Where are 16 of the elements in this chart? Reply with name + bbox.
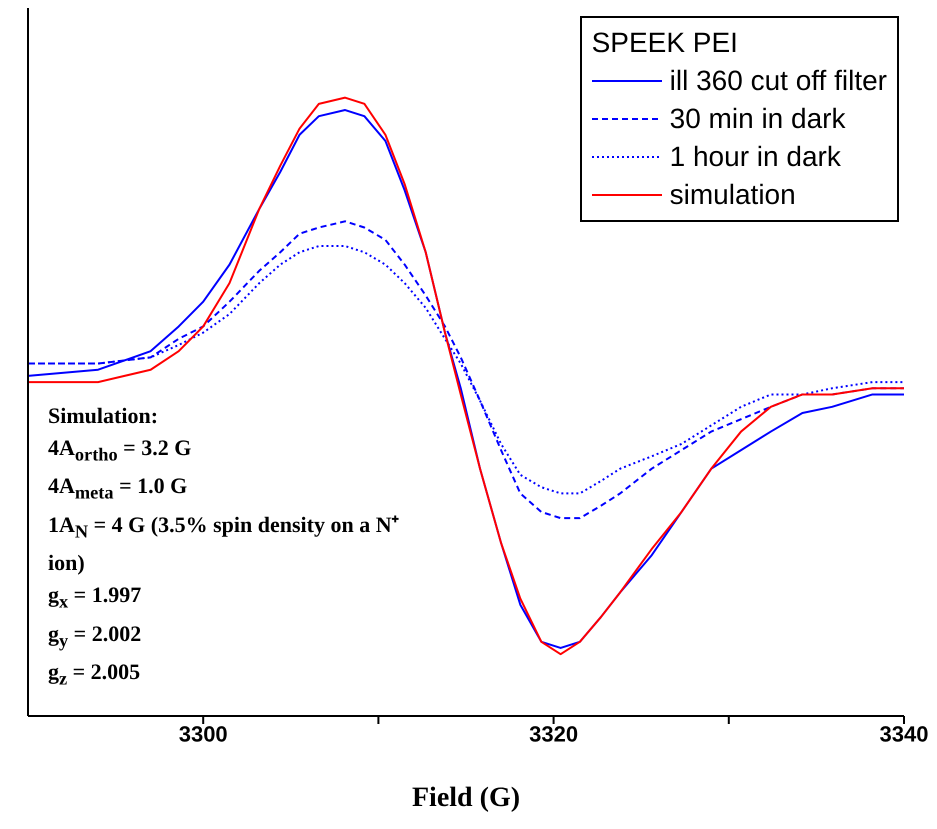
x-tick-label: 3300: [178, 722, 228, 747]
x-tick-label: 3340: [880, 722, 928, 747]
legend-title: SPEEK PEI: [592, 26, 739, 60]
x-axis-title: Field (G): [412, 782, 520, 813]
annotation: Simulation:: [48, 402, 160, 430]
annotation: 4A$_{meta}$ = 1.0 G: [48, 472, 188, 505]
annotation: g$_{y}$ = 2.002: [48, 620, 142, 652]
annotation: 4A$_{ortho}$ = 3.2 G: [48, 434, 192, 466]
legend-label: simulation: [670, 178, 796, 212]
annotation: 1A$_{N}$ = 4 G (3.5% spin density on a N⁺ ion): [48, 510, 400, 578]
legend-label: 30 min in dark: [670, 102, 846, 136]
x-tick-label: 3320: [529, 722, 578, 747]
legend-label: 1 hour in dark: [670, 140, 841, 174]
annotation: g$_{z}$ = 2.005: [48, 658, 142, 690]
annotation: g$_{x}$ = 1.997: [48, 581, 142, 614]
legend-label: ill 360 cut off filter: [670, 64, 887, 98]
